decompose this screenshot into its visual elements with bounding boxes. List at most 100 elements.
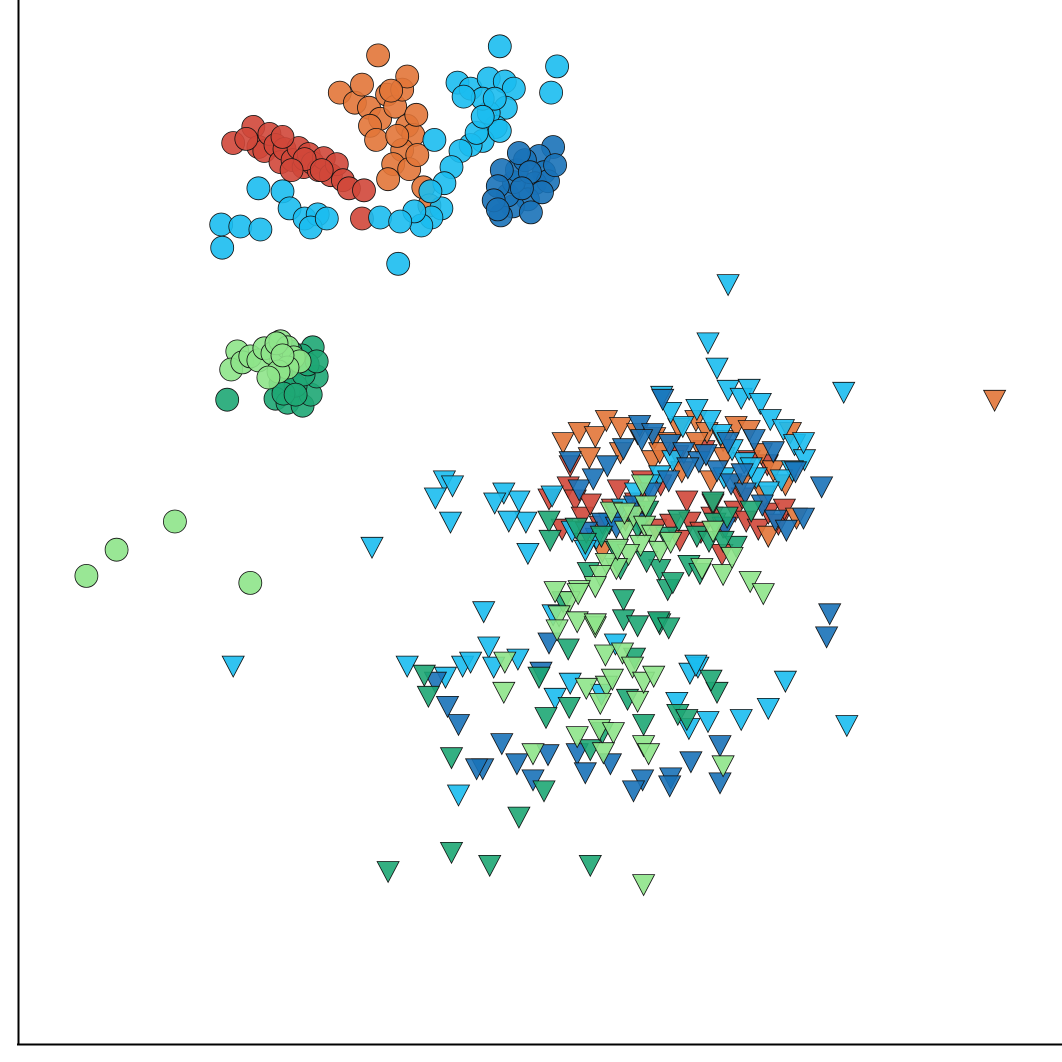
- triangle-point: [685, 398, 709, 422]
- circle-point: [379, 78, 404, 103]
- triangle-point: [642, 665, 666, 688]
- triangle-point: [696, 332, 720, 355]
- triangle-point: [605, 538, 630, 562]
- circle-point: [545, 54, 569, 79]
- triangle-point: [676, 457, 700, 480]
- triangle-point: [748, 392, 772, 416]
- triangle-point: [395, 655, 419, 678]
- triangle-point: [724, 535, 748, 559]
- triangle-point: [521, 769, 545, 792]
- triangle-point: [675, 709, 699, 732]
- triangle-point: [720, 547, 744, 570]
- triangle-point: [818, 603, 842, 626]
- triangle-point: [458, 651, 483, 674]
- triangle-point: [696, 711, 720, 734]
- triangle-point: [756, 481, 780, 504]
- triangle-point: [439, 747, 464, 770]
- circle-point: [519, 200, 543, 225]
- triangle-point: [671, 416, 695, 439]
- circle-point: [543, 153, 567, 178]
- circle-point: [364, 127, 389, 152]
- circle-point: [485, 197, 510, 222]
- triangle-point: [464, 758, 489, 781]
- triangle-point: [742, 429, 766, 452]
- triangle-point: [608, 417, 633, 440]
- circle-point: [386, 251, 411, 276]
- circle-point: [368, 205, 393, 230]
- triangle-point: [657, 470, 681, 493]
- triangle-point: [440, 475, 465, 498]
- triangle-point: [558, 451, 582, 474]
- triangle-point: [610, 642, 635, 665]
- triangle-point: [625, 615, 650, 638]
- triangle-point: [600, 668, 625, 691]
- triangle-point: [536, 744, 560, 767]
- circle-point: [350, 72, 374, 97]
- triangle-point: [832, 381, 856, 405]
- triangle-point: [694, 444, 718, 467]
- triangle-point: [557, 697, 581, 720]
- triangle-point: [595, 455, 620, 478]
- triangle-point: [591, 742, 616, 765]
- circle-point: [314, 206, 339, 231]
- circle-point: [162, 509, 187, 534]
- triangle-point: [679, 751, 703, 774]
- triangle-point: [446, 784, 471, 807]
- circle-point: [234, 126, 259, 151]
- circle-point: [530, 180, 554, 205]
- triangle-point: [537, 632, 561, 655]
- triangle-point: [534, 707, 558, 730]
- triangle-point: [574, 677, 598, 701]
- triangle-point: [659, 401, 683, 425]
- triangle-point: [612, 502, 637, 525]
- triangle-point: [416, 685, 441, 709]
- circle-point: [487, 118, 512, 143]
- triangle-point: [570, 506, 594, 529]
- triangle-point: [756, 698, 780, 721]
- triangle-point: [667, 509, 691, 532]
- triangle-point: [583, 613, 607, 636]
- triangle-point: [773, 670, 798, 693]
- circle-point: [228, 214, 253, 239]
- circle-point: [248, 217, 273, 242]
- triangle-point: [492, 681, 516, 705]
- triangle-point: [751, 583, 775, 606]
- triangle-point: [982, 389, 1007, 413]
- triangle-point: [581, 468, 605, 491]
- triangle-point: [791, 507, 816, 530]
- triangle-point: [360, 536, 384, 560]
- circle-point: [215, 387, 240, 412]
- circle-point: [256, 365, 281, 390]
- triangle-point: [730, 463, 754, 486]
- triangle-point: [565, 726, 589, 749]
- triangle-point: [675, 490, 699, 513]
- triangle-point: [634, 551, 659, 574]
- triangle-point: [611, 589, 636, 612]
- triangle-point: [588, 693, 612, 716]
- triangle-point: [577, 447, 601, 470]
- triangle-point: [556, 638, 580, 661]
- triangle-point: [593, 644, 618, 667]
- triangle-point: [774, 519, 799, 542]
- circle-point: [404, 102, 429, 127]
- triangle-point: [633, 495, 658, 518]
- triangle-point: [701, 520, 725, 543]
- triangle-point: [438, 511, 463, 534]
- triangle-point: [573, 762, 597, 785]
- circle-point: [366, 43, 391, 68]
- triangle-point: [537, 510, 561, 533]
- plot-area: [17, 0, 1062, 1046]
- triangle-point: [566, 583, 590, 606]
- triangle-point: [756, 525, 780, 548]
- triangle-point: [783, 461, 808, 484]
- triangle-point: [716, 432, 740, 455]
- triangle-point: [472, 601, 496, 624]
- triangle-point: [446, 714, 471, 737]
- circle-point: [210, 235, 235, 260]
- triangle-point: [412, 664, 436, 687]
- data-points: [74, 34, 1007, 897]
- circle-point: [405, 143, 430, 167]
- triangle-point: [497, 510, 521, 533]
- triangle-point: [578, 493, 602, 516]
- triangle-point: [701, 491, 725, 514]
